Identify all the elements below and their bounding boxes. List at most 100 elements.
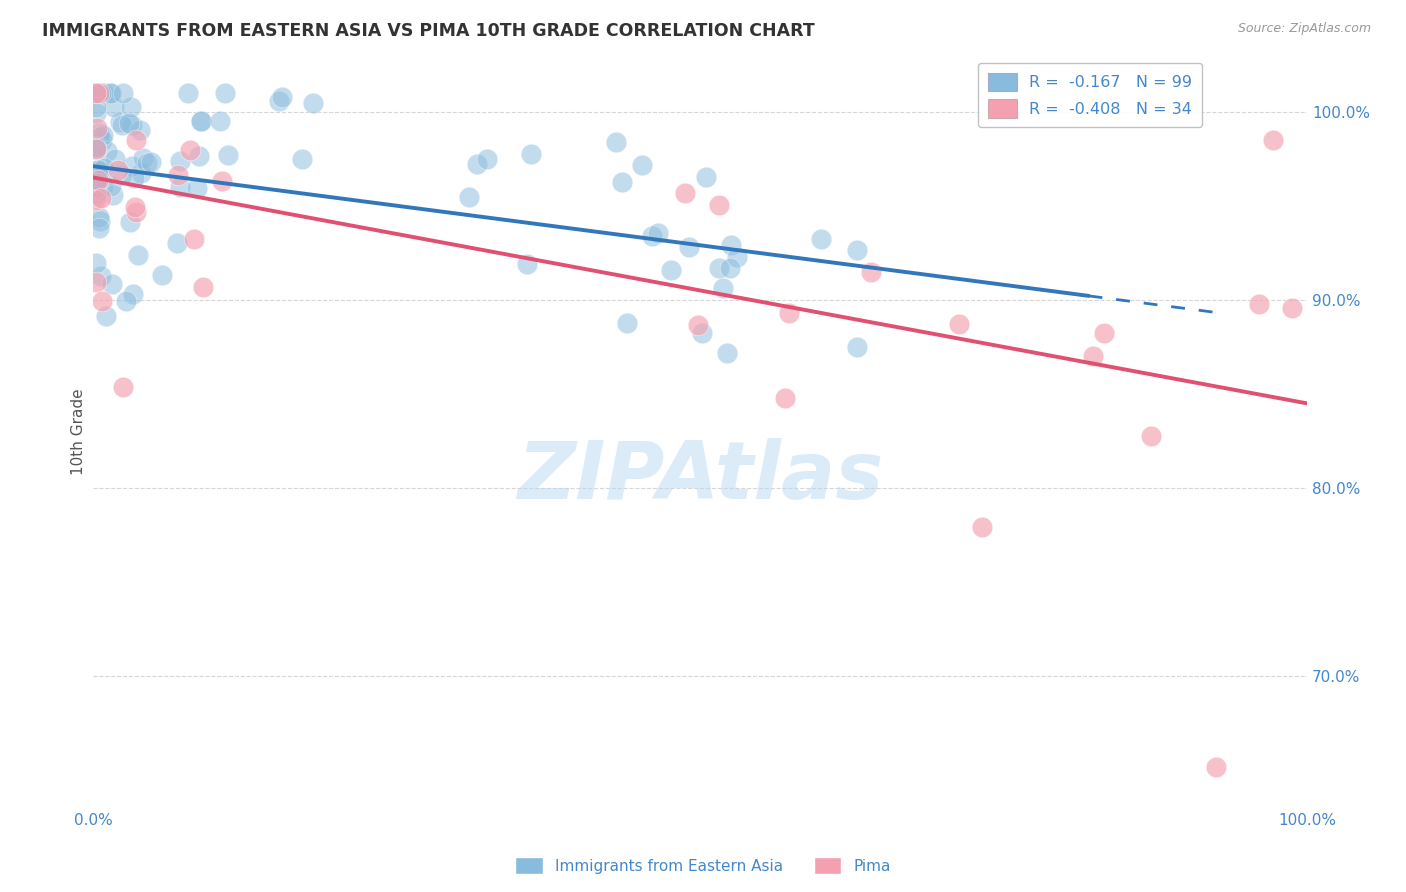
- Point: [96, 145, 118, 159]
- Point: [84, 163, 107, 178]
- Y-axis label: 10th Grade: 10th Grade: [72, 388, 86, 475]
- Point: [89, 214, 111, 228]
- Point: [84, 180, 107, 194]
- Point: [115, 294, 138, 309]
- Point: [465, 156, 488, 170]
- Point: [84, 189, 107, 203]
- Point: [103, 100, 125, 114]
- Point: [87, 163, 110, 178]
- Point: [647, 226, 669, 240]
- Point: [209, 114, 232, 128]
- Point: [86, 173, 108, 187]
- Point: [125, 205, 148, 219]
- Point: [89, 221, 111, 235]
- Point: [616, 316, 638, 330]
- Point: [211, 174, 233, 188]
- Point: [520, 146, 543, 161]
- Point: [90, 294, 112, 309]
- Point: [107, 163, 129, 178]
- Point: [129, 166, 152, 180]
- Point: [125, 133, 148, 147]
- Point: [112, 380, 135, 394]
- Point: [108, 115, 131, 129]
- Point: [84, 86, 107, 100]
- Point: [217, 148, 239, 162]
- Point: [101, 187, 124, 202]
- Point: [135, 156, 157, 170]
- Legend: R =  -0.167   N = 99, R =  -0.408   N = 34: R = -0.167 N = 99, R = -0.408 N = 34: [979, 63, 1202, 128]
- Point: [84, 142, 107, 156]
- Point: [779, 306, 801, 320]
- Point: [98, 86, 121, 100]
- Point: [271, 90, 294, 104]
- Point: [100, 86, 122, 100]
- Point: [457, 190, 479, 204]
- Point: [1261, 133, 1284, 147]
- Point: [612, 175, 634, 189]
- Point: [773, 391, 796, 405]
- Point: [630, 158, 652, 172]
- Point: [716, 346, 738, 360]
- Point: [84, 275, 107, 289]
- Point: [291, 152, 314, 166]
- Point: [94, 309, 117, 323]
- Text: ZIPAtlas: ZIPAtlas: [517, 438, 883, 516]
- Point: [87, 176, 110, 190]
- Point: [725, 250, 748, 264]
- Point: [141, 154, 163, 169]
- Point: [707, 197, 730, 211]
- Point: [150, 268, 173, 283]
- Point: [93, 161, 115, 176]
- Point: [169, 153, 191, 168]
- Point: [686, 318, 709, 332]
- Point: [100, 277, 122, 291]
- Point: [124, 171, 146, 186]
- Point: [91, 128, 114, 143]
- Point: [120, 215, 142, 229]
- Point: [166, 169, 188, 183]
- Point: [91, 86, 114, 100]
- Point: [169, 180, 191, 194]
- Point: [948, 317, 970, 331]
- Point: [87, 86, 110, 100]
- Point: [1281, 301, 1303, 315]
- Point: [93, 86, 115, 100]
- Point: [695, 169, 717, 184]
- Point: [641, 228, 664, 243]
- Point: [111, 118, 134, 132]
- Point: [84, 142, 107, 156]
- Point: [89, 164, 111, 178]
- Point: [477, 152, 499, 166]
- Point: [191, 280, 214, 294]
- Point: [267, 95, 290, 109]
- Point: [860, 265, 883, 279]
- Point: [132, 151, 155, 165]
- Point: [91, 178, 114, 193]
- Point: [516, 257, 538, 271]
- Point: [84, 193, 107, 207]
- Point: [84, 106, 107, 120]
- Point: [659, 263, 682, 277]
- Point: [678, 240, 700, 254]
- Point: [121, 287, 143, 301]
- Point: [1205, 759, 1227, 773]
- Point: [605, 135, 627, 149]
- Point: [190, 114, 212, 128]
- Point: [84, 100, 107, 114]
- Point: [120, 100, 142, 114]
- Point: [89, 210, 111, 224]
- Point: [129, 123, 152, 137]
- Point: [112, 86, 135, 100]
- Point: [970, 520, 993, 534]
- Point: [86, 121, 108, 136]
- Point: [1139, 429, 1161, 443]
- Legend: Immigrants from Eastern Asia, Pima: Immigrants from Eastern Asia, Pima: [509, 851, 897, 880]
- Point: [690, 326, 713, 340]
- Point: [846, 243, 869, 257]
- Point: [84, 256, 107, 270]
- Point: [190, 114, 212, 128]
- Point: [718, 260, 741, 275]
- Point: [87, 130, 110, 145]
- Point: [720, 238, 742, 252]
- Point: [711, 281, 734, 295]
